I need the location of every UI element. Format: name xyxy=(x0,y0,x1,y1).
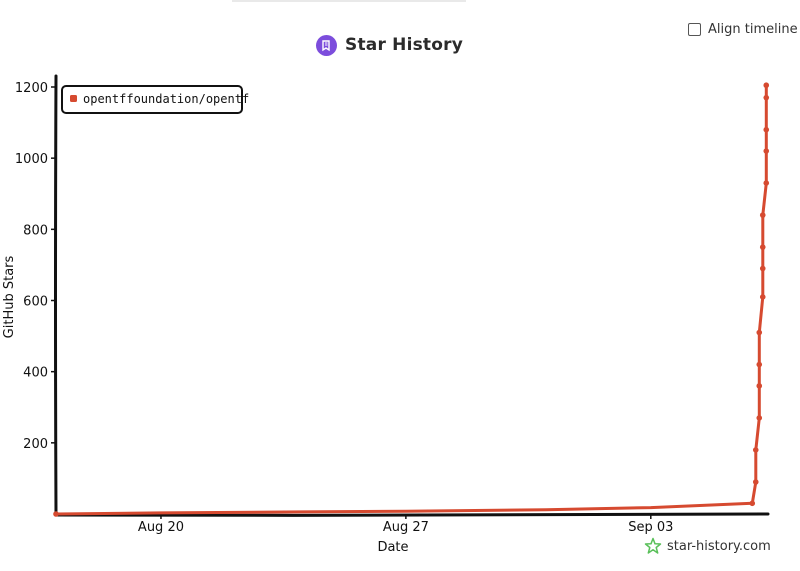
watermark[interactable]: star-history.com xyxy=(644,537,771,555)
align-timeline-checkbox[interactable]: Align timeline xyxy=(688,22,798,37)
y-tick-label: 1000 xyxy=(15,152,48,167)
y-axis-label: GitHub Stars xyxy=(2,255,17,338)
data-point xyxy=(759,212,766,218)
legend-swatch xyxy=(70,95,77,102)
y-tick-label: 400 xyxy=(23,366,48,381)
data-point xyxy=(763,180,770,186)
data-point xyxy=(759,294,766,300)
data-point xyxy=(759,244,766,250)
x-axis-label: Date xyxy=(377,540,408,555)
y-tick-label: 800 xyxy=(23,223,48,238)
x-tick-label: Aug 27 xyxy=(383,520,429,535)
series-line xyxy=(54,83,768,516)
legend-label: opentffoundation/opentf xyxy=(83,92,249,106)
x-axis-line xyxy=(54,512,770,517)
chart-title: Star History xyxy=(345,35,463,55)
data-point xyxy=(763,94,770,101)
data-point xyxy=(756,383,763,389)
x-tick-label: Sep 03 xyxy=(628,520,673,535)
data-point xyxy=(53,511,59,517)
y-axis-line xyxy=(54,74,58,517)
data-point xyxy=(756,361,763,368)
data-point xyxy=(752,447,759,453)
data-point xyxy=(752,479,759,485)
x-tick-label: Aug 20 xyxy=(138,520,184,535)
chart-header: Star History xyxy=(316,33,463,57)
data-point xyxy=(763,148,770,154)
y-tick-label: 600 xyxy=(23,295,48,310)
align-timeline-label: Align timeline xyxy=(708,22,798,37)
y-tick-label: 200 xyxy=(23,437,48,452)
star-outline-icon xyxy=(644,537,662,554)
data-point xyxy=(756,415,763,421)
checkbox-icon[interactable] xyxy=(688,23,701,36)
top-divider xyxy=(232,0,466,2)
data-point xyxy=(763,82,770,89)
star-history-logo-icon xyxy=(316,34,337,56)
data-point xyxy=(759,265,766,272)
data-point xyxy=(749,500,756,507)
data-point xyxy=(756,329,763,336)
legend-box xyxy=(61,85,243,114)
watermark-text: star-history.com xyxy=(667,538,771,554)
y-tick-label: 1200 xyxy=(15,81,48,96)
data-point xyxy=(763,126,770,133)
